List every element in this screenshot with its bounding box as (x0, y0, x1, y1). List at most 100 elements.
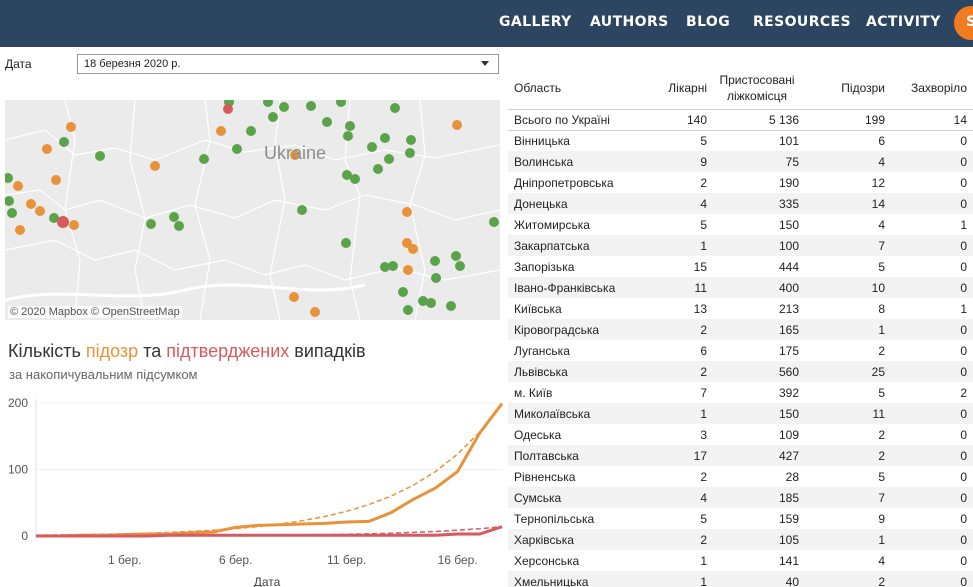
cell-hospitals: 2 (658, 529, 713, 550)
table-row[interactable]: Миколаївська 1 150 11 0 (508, 403, 973, 424)
coastline (5, 283, 366, 302)
chart-title-confirmed: підтверджених (166, 341, 290, 361)
cell-sick: 0 (960, 553, 967, 568)
cell-sick: 0 (891, 445, 973, 466)
cell-sick: 0 (960, 511, 967, 526)
cell-hospitals: 2 (700, 175, 707, 190)
table-row[interactable]: Херсонська 1 141 4 0 (508, 550, 973, 571)
cell-hospitals: 5 (700, 217, 707, 232)
cell-hospitals: 5 (700, 511, 707, 526)
nav-blog-link[interactable]: BLOG (686, 14, 731, 30)
y-tick-label: 200 (8, 396, 28, 410)
cell-suspected: 5 (878, 259, 885, 274)
cell-region: м. Київ (514, 385, 553, 400)
table-row[interactable]: Львівська 2 560 25 0 (508, 361, 973, 382)
column-header-beds[interactable]: Пристосовані ліжкомісця (719, 72, 795, 103)
table-row[interactable]: Вінницька 5 101 6 0 (508, 130, 973, 151)
cell-beds: 159 (778, 511, 799, 526)
table-row[interactable]: м. Київ 7 392 5 2 (508, 382, 973, 403)
cell-hospitals: 1 (700, 553, 707, 568)
cell-suspected: 9 (878, 511, 885, 526)
table-row[interactable]: Дніпропетровська 2 190 12 0 (508, 172, 973, 193)
cell-suspected: 7 (805, 487, 891, 508)
cell-suspected: 4 (878, 217, 885, 232)
column-header-hospitals[interactable]: Лікарні (668, 80, 707, 95)
cell-beds: 165 (713, 319, 805, 340)
table-row[interactable]: Донецька 4 335 14 0 (508, 193, 973, 214)
cell-region: Дніпропетровська (514, 175, 614, 190)
cell-beds: 5 136 (713, 108, 805, 131)
table-row[interactable]: Сумська 4 185 7 0 (508, 487, 973, 508)
table-row[interactable]: Житомирська 5 150 4 1 (508, 214, 973, 235)
table-header-row: Область Лікарні Пристосовані ліжкомісця … (508, 67, 973, 109)
cell-suspected: 1 (805, 319, 891, 340)
table-row[interactable]: Київська 13 213 8 1 (508, 298, 973, 319)
series-line-1 (36, 525, 503, 538)
cell-region: Житомирська (514, 217, 590, 232)
cell-suspected: 10 (805, 277, 891, 298)
cell-suspected: 2 (878, 343, 885, 358)
chart-title: Кількість підозр та підтверджених випадк… (8, 341, 366, 362)
cell-beds: 190 (778, 175, 799, 190)
column-header-region[interactable]: Область (514, 80, 562, 95)
cell-suspected: 199 (805, 108, 891, 131)
table-row[interactable]: Рівненська 2 28 5 0 (508, 466, 973, 487)
cell-beds: 560 (713, 361, 805, 382)
table-row[interactable]: Волинська 9 75 4 0 (508, 151, 973, 172)
table-row[interactable]: Запорізька 15 444 5 0 (508, 256, 973, 277)
x-tick-label: 16 бер. (438, 553, 478, 567)
column-header-sick[interactable]: Захворіло (911, 80, 967, 95)
table-row[interactable]: Полтавська 17 427 2 0 (508, 445, 973, 466)
nav-activity-link[interactable]: ACTIVITY (866, 14, 941, 30)
nav-resources-link[interactable]: RESOURCES (753, 14, 851, 30)
cell-region: Волинська (508, 151, 658, 172)
cell-beds: 109 (778, 427, 799, 442)
cell-region: Миколаївська (508, 403, 658, 424)
cell-suspected: 4 (805, 151, 891, 172)
x-tick-label: 1 бер. (108, 553, 141, 567)
map-attribution[interactable]: © 2020 Mapbox © OpenStreetMap (8, 306, 182, 318)
table-row[interactable]: Хмельницька 1 40 2 0 (508, 571, 973, 587)
cell-beds: 141 (778, 553, 799, 568)
x-tick-label: 11 бер. (327, 553, 366, 567)
table-row[interactable]: Закарпатська 1 100 7 0 (508, 235, 973, 256)
table-row[interactable]: Харківська 2 105 1 0 (508, 529, 973, 550)
cell-hospitals: 1 (658, 235, 713, 256)
table-row[interactable]: Тернопільська 5 159 9 0 (508, 508, 973, 529)
nav-authors-link[interactable]: AUTHORS (590, 14, 669, 30)
x-axis-title: Дата (254, 575, 281, 587)
table-row[interactable]: Луганська 6 175 2 0 (508, 340, 973, 361)
table-row[interactable]: Івано-Франківська 11 400 10 0 (508, 277, 973, 298)
cell-region: Кіровоградська (508, 319, 658, 340)
cell-sick: 14 (891, 108, 973, 131)
chart-title-suspected: підозр (85, 341, 139, 361)
table-row[interactable]: Одеська 3 109 2 0 (508, 424, 973, 445)
cell-beds: 335 (713, 193, 805, 214)
cell-sick: 0 (891, 319, 973, 340)
cell-sick: 0 (960, 469, 967, 484)
regions-table-container[interactable]: Область Лікарні Пристосовані ліжкомісця … (508, 67, 973, 587)
cell-suspected: 5 (878, 469, 885, 484)
chart-title-part-3: та (138, 341, 167, 361)
date-filter-label: Дата (5, 57, 32, 71)
top-navigation-bar: GALLERY AUTHORS BLOG RESOURCES ACTIVITY … (0, 0, 973, 47)
table-total-row[interactable]: Всього по Україні 140 5 136 199 14 (508, 108, 973, 131)
cell-region: Закарпатська (508, 235, 658, 256)
cell-region: Херсонська (514, 553, 580, 568)
ukraine-map[interactable]: Ukraine © 2020 Mapbox © OpenStreetMap (5, 100, 500, 320)
cell-beds: 28 (785, 469, 799, 484)
table-row[interactable]: Кіровоградська 2 165 1 0 (508, 319, 973, 340)
nav-signup-button[interactable]: S (954, 6, 973, 40)
nav-gallery-link[interactable]: GALLERY (499, 14, 572, 30)
cases-line-chart[interactable]: 0 100 200 1 бер. 6 бер. 11 бер. 16 бер. Дата (0, 392, 505, 587)
cell-sick: 0 (960, 175, 967, 190)
cell-hospitals: 6 (700, 343, 707, 358)
x-tick-label: 6 бер. (219, 553, 252, 567)
dropdown-arrow-icon[interactable] (481, 61, 489, 66)
cell-suspected: 6 (878, 133, 885, 148)
column-header-suspected[interactable]: Підозри (841, 80, 885, 95)
date-filter-dropdown[interactable]: 18 березня 2020 р. (77, 54, 499, 74)
cell-sick: 0 (891, 235, 973, 256)
cell-beds: 427 (713, 445, 805, 466)
cell-beds: 213 (778, 301, 799, 316)
